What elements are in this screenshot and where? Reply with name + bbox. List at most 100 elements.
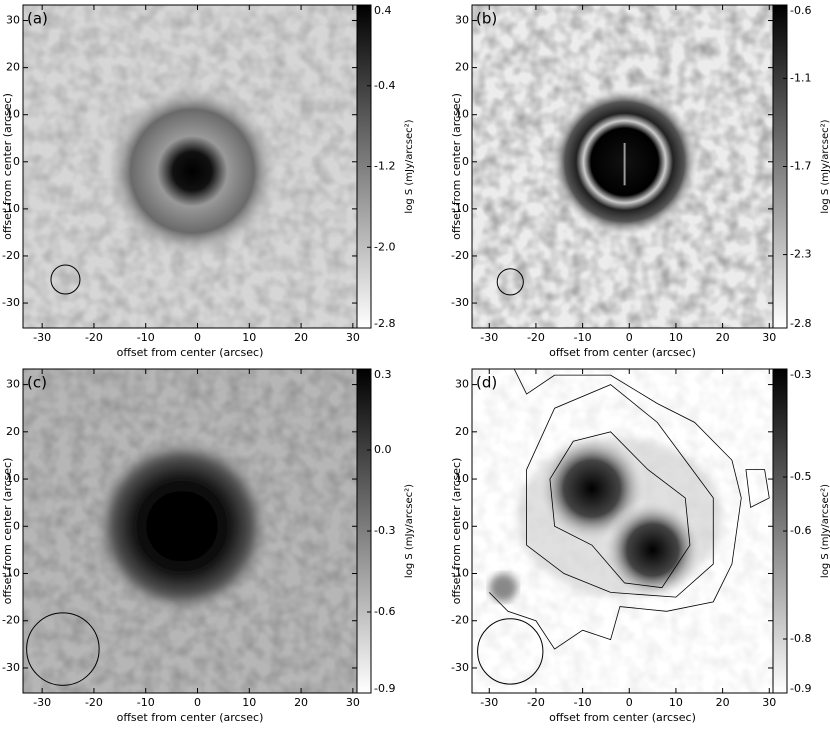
y-axis-label: offset from center (arcsec) <box>1 458 14 605</box>
colorbar-tick-label: -2.8 <box>374 317 395 330</box>
y-tick-label: 0 <box>13 155 20 168</box>
contour <box>488 369 742 650</box>
colorbar-tick-label: -0.5 <box>790 470 811 483</box>
x-tick-label: 10 <box>669 696 683 709</box>
x-tick-label: -20 <box>527 331 545 344</box>
colorbar-label: log S (mJy/arcsec²) <box>820 484 830 578</box>
y-tick-label: -20 <box>2 614 20 627</box>
colorbar-tick-label: 0.4 <box>374 4 392 17</box>
x-tick-label: 0 <box>626 331 633 344</box>
image-panel <box>23 369 357 693</box>
y-tick-label: -30 <box>2 661 20 674</box>
image-panel <box>472 5 773 328</box>
x-tick-label: -10 <box>574 696 592 709</box>
source-emission <box>601 498 704 602</box>
x-axis-label: offset from center (arcsec) <box>549 711 696 724</box>
y-tick-label: -10 <box>451 567 469 580</box>
contour <box>549 431 691 589</box>
x-tick-label: -30 <box>480 331 498 344</box>
source-emission <box>489 573 518 602</box>
y-tick-label: 20 <box>6 61 20 74</box>
beam <box>26 612 100 686</box>
colorbar-tick-label: -2.0 <box>374 240 395 253</box>
x-axis-label: offset from center (arcsec) <box>117 711 264 724</box>
x-tick-label: -10 <box>137 331 155 344</box>
colorbar-label: log S (mJy/arcsec²) <box>404 119 415 213</box>
colorbar-tick-label: -0.6 <box>790 524 811 537</box>
y-tick-label: 0 <box>462 155 469 168</box>
y-tick-label: 10 <box>6 472 20 485</box>
colorbar-tick-label: -1.2 <box>374 160 395 173</box>
x-tick-label: -10 <box>137 696 155 709</box>
contour <box>745 469 770 508</box>
y-tick-label: -20 <box>451 614 469 627</box>
y-tick-label: -20 <box>2 249 20 262</box>
colorbar-tick-label: -1.7 <box>790 160 811 173</box>
y-tick-label: 10 <box>455 472 469 485</box>
y-tick-label: 10 <box>6 108 20 121</box>
colorbar-tick-label: -2.3 <box>790 248 811 261</box>
colorbar-tick-label: -0.3 <box>374 524 395 537</box>
colorbar-label: log S (mJy/arcsec²) <box>820 119 830 213</box>
image-panel <box>472 369 773 693</box>
colorbar-tick-label: -0.3 <box>790 368 811 381</box>
y-tick-label: 30 <box>6 14 20 27</box>
x-tick-label: -30 <box>480 696 498 709</box>
x-tick-label: 0 <box>626 696 633 709</box>
colorbar-tick-label: -0.4 <box>374 79 395 92</box>
y-tick-label: -30 <box>451 296 469 309</box>
x-tick-label: -20 <box>85 696 103 709</box>
y-tick-label: 30 <box>6 378 20 391</box>
x-tick-label: 10 <box>669 331 683 344</box>
colorbar-tick-label: -2.8 <box>790 317 811 330</box>
x-tick-label: 20 <box>716 696 730 709</box>
panel-label: (b) <box>476 10 497 28</box>
x-tick-label: 30 <box>346 696 360 709</box>
y-tick-label: 20 <box>6 425 20 438</box>
y-tick-label: -10 <box>2 202 20 215</box>
colorbar-tick-label: -1.1 <box>790 71 811 84</box>
x-tick-label: 30 <box>762 696 776 709</box>
x-tick-label: 0 <box>194 331 201 344</box>
x-tick-label: 10 <box>242 696 256 709</box>
x-axis-label: offset from center (arcsec) <box>549 346 696 359</box>
beam <box>477 618 544 685</box>
y-tick-label: -30 <box>2 296 20 309</box>
x-tick-label: 30 <box>346 331 360 344</box>
y-tick-label: -10 <box>2 567 20 580</box>
y-axis-label: offset from center (arcsec) <box>450 93 463 240</box>
colorbar-label: log S (mJy/arcsec²) <box>404 484 415 578</box>
colorbar-tick-label: -0.6 <box>790 4 811 17</box>
x-tick-label: -20 <box>527 696 545 709</box>
panel-label: (c) <box>27 374 47 392</box>
x-tick-label: 10 <box>242 331 256 344</box>
beam <box>50 264 81 295</box>
y-tick-label: 30 <box>455 14 469 27</box>
colorbar-tick-label: 0.0 <box>374 443 392 456</box>
x-tick-label: 0 <box>194 696 201 709</box>
colorbar-tick-label: -0.8 <box>790 632 811 645</box>
source-emission <box>104 83 281 260</box>
beam <box>496 268 524 296</box>
y-tick-label: 10 <box>455 108 469 121</box>
contour <box>526 384 714 598</box>
x-tick-label: 20 <box>294 331 308 344</box>
image-panel <box>23 5 357 328</box>
colorbar-tick-label: -0.9 <box>374 682 395 695</box>
y-tick-label: 20 <box>455 61 469 74</box>
x-tick-label: 20 <box>716 331 730 344</box>
y-tick-label: -30 <box>451 661 469 674</box>
y-tick-label: -10 <box>451 202 469 215</box>
x-axis-label: offset from center (arcsec) <box>117 346 264 359</box>
panel-label: (d) <box>476 374 497 392</box>
source-emission <box>93 438 271 615</box>
x-tick-label: -30 <box>33 696 51 709</box>
x-tick-label: -10 <box>574 331 592 344</box>
y-tick-label: 30 <box>455 378 469 391</box>
y-tick-label: 20 <box>455 425 469 438</box>
colorbar-tick-label: 0.3 <box>374 368 392 381</box>
y-axis-label: offset from center (arcsec) <box>1 93 14 240</box>
y-tick-label: -20 <box>451 249 469 262</box>
x-tick-label: -20 <box>85 331 103 344</box>
